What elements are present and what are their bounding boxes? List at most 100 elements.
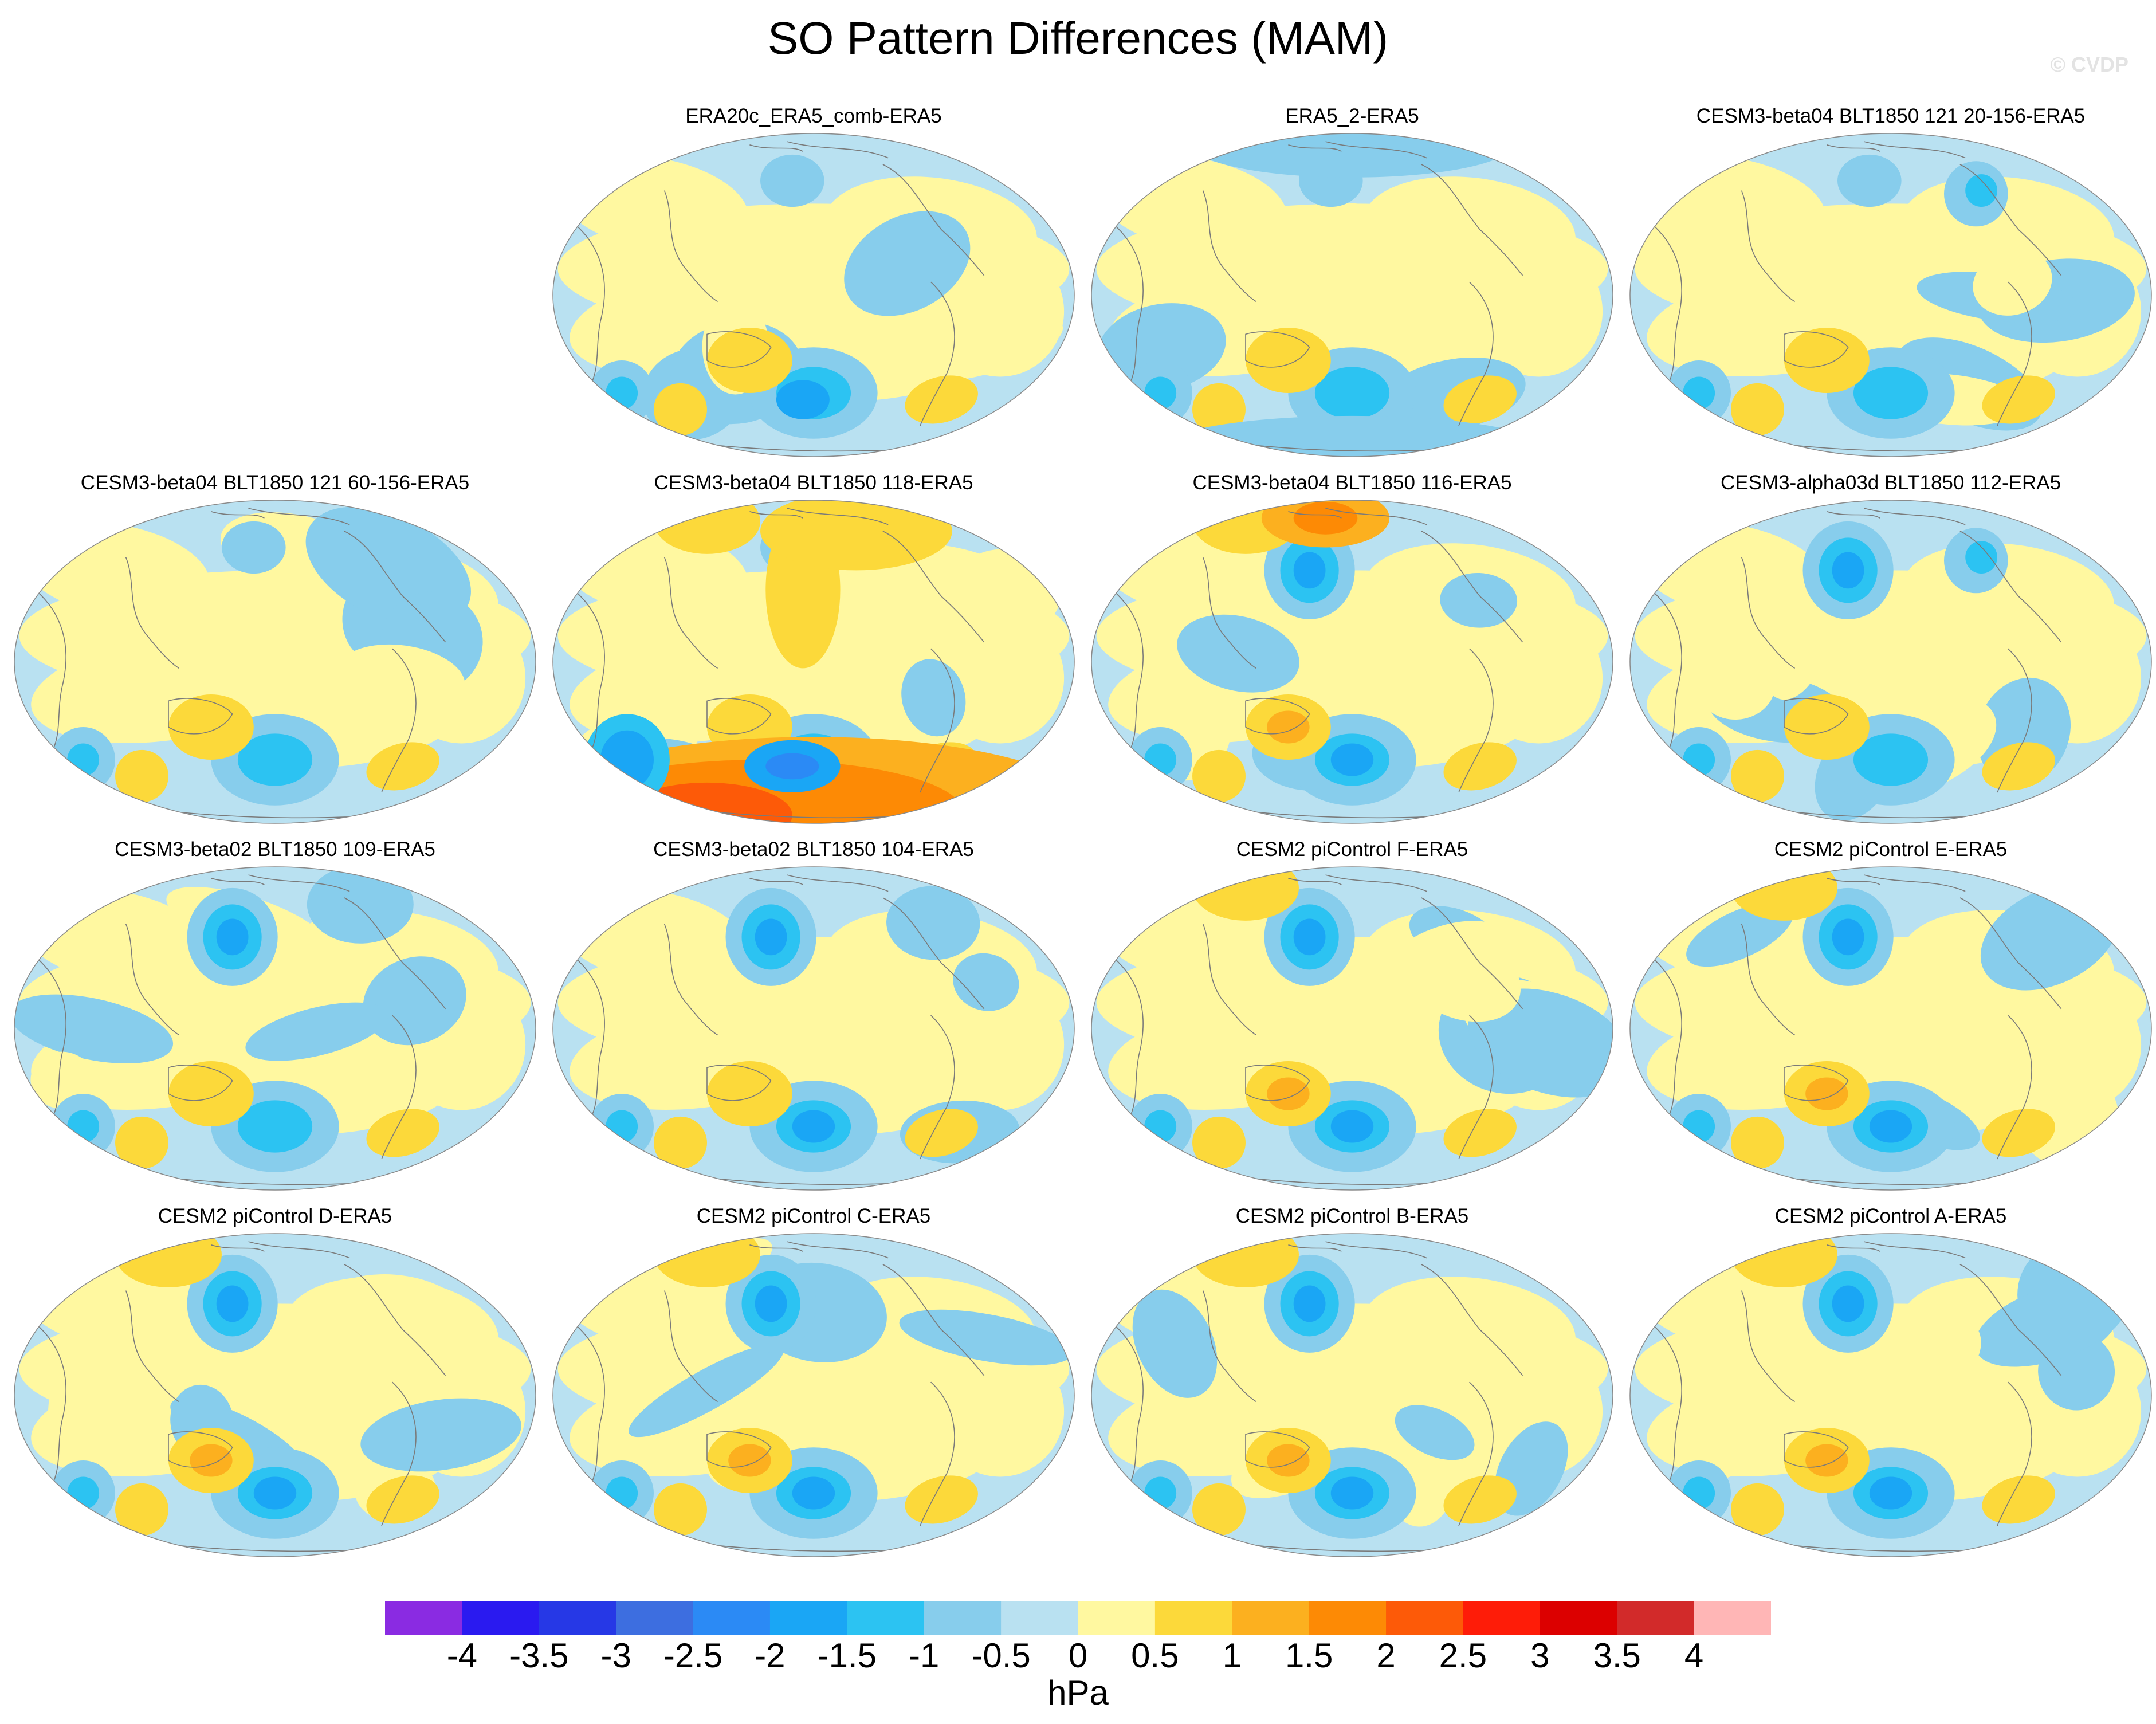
- map-border: [552, 866, 1075, 1191]
- contour-blob: [1982, 1109, 2055, 1157]
- contour-blob: [1395, 1405, 1475, 1460]
- map-panel: CESM3-beta02 BLT1850 109-ERA5: [9, 837, 541, 1203]
- contour-blob: [1832, 1285, 1864, 1322]
- coastline: [1288, 141, 1427, 159]
- contour-blob: [337, 644, 465, 713]
- coastline: [1997, 1015, 2032, 1160]
- colorbar-tick-label: -2: [755, 1636, 786, 1675]
- coastline: [1997, 648, 2032, 793]
- map-panel: ERA5_2-ERA5: [1086, 103, 1619, 470]
- contour-blob: [905, 1475, 978, 1524]
- contour-blob: [755, 918, 787, 956]
- coastline: [1202, 1290, 1257, 1403]
- coastline: [920, 1381, 955, 1526]
- coastline: [1827, 874, 1966, 892]
- colorbar: [385, 1601, 1771, 1635]
- colorbar-swatch: [1617, 1601, 1695, 1635]
- coastline: [1288, 508, 1427, 525]
- colorbar-tick-label: 0: [1068, 1636, 1088, 1675]
- contour-blob: [1160, 415, 1544, 457]
- map-panel: CESM3-beta04 BLT1850 121 20-156-ERA5: [1624, 103, 2156, 470]
- contour-blob: [14, 994, 174, 1064]
- contour-blob: [115, 1116, 168, 1169]
- coastline: [211, 874, 350, 892]
- coastline: [1959, 531, 2062, 643]
- contour-blob: [1965, 174, 1997, 207]
- coastline: [1959, 897, 2062, 1010]
- coastline: [920, 1015, 955, 1160]
- contour-field: [1630, 500, 2151, 823]
- colorbar-swatch: [1232, 1601, 1310, 1635]
- contour-blob: [1805, 1077, 1848, 1110]
- map-panel: CESM3-beta04 BLT1850 121 60-156-ERA5: [9, 470, 541, 837]
- contour-field: [1630, 867, 2151, 1190]
- map-border: [1629, 500, 2152, 824]
- coastline: [344, 897, 446, 1010]
- contour-blob: [936, 612, 1065, 744]
- contour-field: [1091, 867, 1613, 1190]
- watermark: © CVDP: [2050, 53, 2128, 76]
- contour-blob: [1973, 249, 2052, 316]
- coastline: [1458, 1015, 1494, 1160]
- robinson-map: [552, 1233, 1075, 1557]
- contour-blob: [1474, 612, 1603, 744]
- map-border: [552, 1233, 1075, 1557]
- coastline: [706, 698, 772, 735]
- colorbar-swatch: [847, 1601, 925, 1635]
- contour-blob: [1293, 501, 1358, 535]
- coastline: [1741, 924, 1796, 1036]
- map-panel: CESM2 piControl F-ERA5: [1086, 837, 1619, 1203]
- coastline: [1112, 1322, 1144, 1487]
- coastline: [573, 1322, 605, 1487]
- contour-blob: [115, 1483, 168, 1536]
- colorbar-swatch: [1694, 1601, 1771, 1635]
- coastline: [1959, 164, 2062, 276]
- contour-blob: [1443, 1475, 1517, 1524]
- contour-blob: [905, 375, 978, 424]
- coastline: [1827, 508, 1966, 525]
- coastline: [1245, 1431, 1310, 1468]
- contour-blob: [962, 238, 1059, 321]
- map-border: [14, 866, 536, 1191]
- coastline: [663, 1290, 718, 1403]
- coastline: [34, 1322, 66, 1487]
- contour-blob: [1853, 367, 1929, 419]
- coastline: [1784, 698, 1849, 735]
- contour-blob: [1731, 383, 1784, 436]
- contour-blob: [1468, 988, 1613, 1098]
- coastline: [1458, 1381, 1494, 1526]
- coastline: [1997, 281, 2032, 426]
- robinson-map: [1629, 1233, 2152, 1557]
- contour-blob: [1731, 1116, 1784, 1169]
- contour-blob: [1192, 133, 1512, 178]
- coastline: [882, 1264, 985, 1376]
- coastline: [34, 956, 66, 1120]
- coastline: [749, 874, 889, 892]
- colorbar-units: hPa: [1047, 1674, 1109, 1712]
- panel-title: CESM2 piControl A-ERA5: [1774, 1205, 2007, 1227]
- contour-blob: [776, 380, 830, 419]
- map-border: [1091, 1233, 1613, 1557]
- contour-blob: [168, 694, 254, 760]
- robinson-map: [552, 500, 1075, 824]
- contour-blob: [1837, 154, 1902, 207]
- contour-blob: [190, 1444, 233, 1477]
- contour-field: [1091, 133, 1613, 457]
- colorbar-tick-label: -3: [600, 1636, 631, 1675]
- map-panel: CESM3-beta04 BLT1850 116-ERA5: [1086, 470, 1619, 837]
- contour-blob: [1192, 1116, 1246, 1169]
- coastline: [211, 1241, 350, 1259]
- map-border: [1629, 133, 2152, 457]
- contour-blob: [899, 1309, 1073, 1366]
- robinson-map: [14, 1233, 536, 1557]
- contour-blob: [1177, 614, 1299, 693]
- coastline: [1202, 190, 1257, 303]
- coastline: [1421, 897, 1523, 1010]
- robinson-map: [1091, 866, 1613, 1191]
- panel-title: CESM2 piControl C-ERA5: [696, 1205, 931, 1227]
- map-panel: ERA20c_ERA5_comb-ERA5: [547, 103, 1080, 470]
- contour-blob: [1314, 367, 1390, 419]
- contour-field: [14, 1234, 536, 1557]
- map-border: [1629, 866, 2152, 1191]
- coastline: [749, 141, 889, 159]
